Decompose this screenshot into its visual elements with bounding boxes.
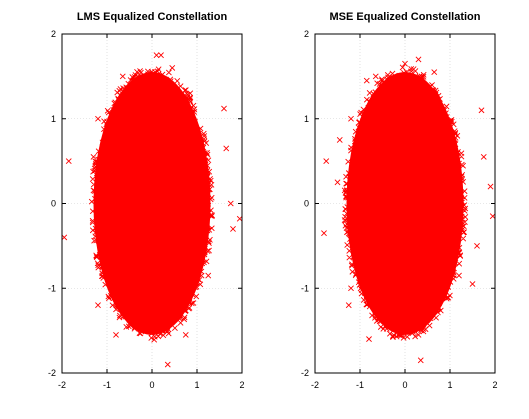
lms-outlier-point bbox=[187, 90, 194, 97]
lms-outlier-point bbox=[236, 215, 242, 222]
lms-outlier-point bbox=[230, 226, 236, 232]
lms-outlier-point bbox=[62, 234, 68, 241]
lms-scatter-marks bbox=[62, 52, 242, 368]
mse-outlier-point bbox=[456, 272, 462, 279]
lms-outlier-point bbox=[133, 77, 140, 84]
mse-outlier-point bbox=[469, 281, 476, 287]
lms-y-tick-label: -2 bbox=[48, 368, 56, 378]
lms-constellation-panel: LMS Equalized Constellation -2 -1 0 1 2 2 1 0 -1… bbox=[48, 11, 245, 390]
mse-x-tick-label: 0 bbox=[402, 380, 407, 390]
lms-outlier-point bbox=[90, 153, 97, 160]
mse-outlier-point bbox=[366, 336, 372, 343]
mse-outlier-point bbox=[489, 213, 495, 220]
lms-outlier-point bbox=[158, 52, 164, 59]
lms-x-tick-label: -2 bbox=[58, 380, 66, 390]
mse-fringe-marks bbox=[341, 64, 469, 341]
lms-outlier-point bbox=[223, 145, 230, 152]
mse-constellation-panel: MSE Equalized Constellation -2 -1 0 1 2 2 1 0 -1… bbox=[301, 11, 498, 390]
lms-outlier-point bbox=[164, 361, 171, 368]
mse-outlier-point bbox=[348, 285, 354, 292]
lms-x-tick-label: -1 bbox=[103, 380, 111, 390]
mse-y-tick-label: 1 bbox=[304, 114, 309, 124]
lms-y-tick-label: 1 bbox=[51, 114, 56, 124]
lms-x-tick-label: 0 bbox=[149, 380, 154, 390]
mse-x-tick-label: -2 bbox=[311, 380, 319, 390]
mse-outlier-point bbox=[417, 357, 424, 364]
mse-point-cloud bbox=[346, 72, 464, 335]
lms-outlier-point bbox=[182, 331, 189, 338]
mse-y-tick-label: 0 bbox=[304, 199, 309, 209]
lms-outlier-point bbox=[205, 272, 212, 279]
mse-x-tick-label: 2 bbox=[492, 380, 497, 390]
mse-outlier-point bbox=[431, 69, 438, 76]
mse-outlier-point bbox=[487, 183, 494, 190]
lms-outlier-point bbox=[162, 327, 169, 334]
lms-chart-title: LMS Equalized Constellation bbox=[77, 11, 228, 23]
mse-y-tick-label: -1 bbox=[301, 283, 309, 293]
mse-outlier-point bbox=[348, 115, 354, 122]
mse-x-tick-label: -1 bbox=[356, 380, 364, 390]
mse-outlier-point bbox=[321, 230, 327, 237]
lms-point-cloud bbox=[93, 72, 211, 335]
mse-chart-title: MSE Equalized Constellation bbox=[330, 11, 481, 23]
mse-outlier-point bbox=[402, 60, 408, 67]
lms-outlier-point bbox=[95, 302, 101, 309]
lms-outlier-point bbox=[221, 105, 227, 112]
lms-y-tick-label: 0 bbox=[51, 199, 56, 209]
lms-outlier-point bbox=[65, 158, 72, 165]
mse-outlier-point bbox=[323, 158, 330, 165]
mse-outlier-point bbox=[336, 137, 343, 143]
mse-outlier-point bbox=[478, 107, 485, 114]
mse-y-tick-label: 2 bbox=[304, 29, 309, 39]
mse-outlier-point bbox=[474, 242, 480, 249]
mse-outlier-point bbox=[480, 153, 487, 160]
lms-y-tick-label: 2 bbox=[51, 29, 56, 39]
mse-outlier-point bbox=[334, 179, 341, 186]
lms-outlier-point bbox=[227, 200, 234, 207]
lms-outlier-point bbox=[117, 86, 124, 93]
lms-outlier-point bbox=[135, 323, 142, 330]
lms-y-tick-label: -1 bbox=[48, 283, 56, 293]
lms-outlier-point bbox=[153, 52, 160, 59]
mse-outlier-point bbox=[415, 331, 422, 338]
lms-outlier-point bbox=[113, 331, 119, 338]
lms-x-tick-label: 2 bbox=[239, 380, 244, 390]
lms-outlier-point bbox=[95, 115, 101, 122]
mse-x-tick-label: 1 bbox=[447, 380, 452, 390]
mse-outlier-point bbox=[372, 73, 379, 80]
mse-y-tick-label: -2 bbox=[301, 368, 309, 378]
mse-scatter-marks bbox=[321, 56, 495, 364]
lms-x-tick-label: 1 bbox=[194, 380, 199, 390]
mse-outlier-point bbox=[363, 77, 370, 84]
lms-outlier-point bbox=[119, 73, 126, 80]
lms-fringe-marks bbox=[88, 66, 215, 343]
mse-outlier-point bbox=[415, 56, 422, 63]
lms-outlier-point bbox=[169, 64, 176, 71]
mse-outlier-point bbox=[345, 302, 352, 309]
